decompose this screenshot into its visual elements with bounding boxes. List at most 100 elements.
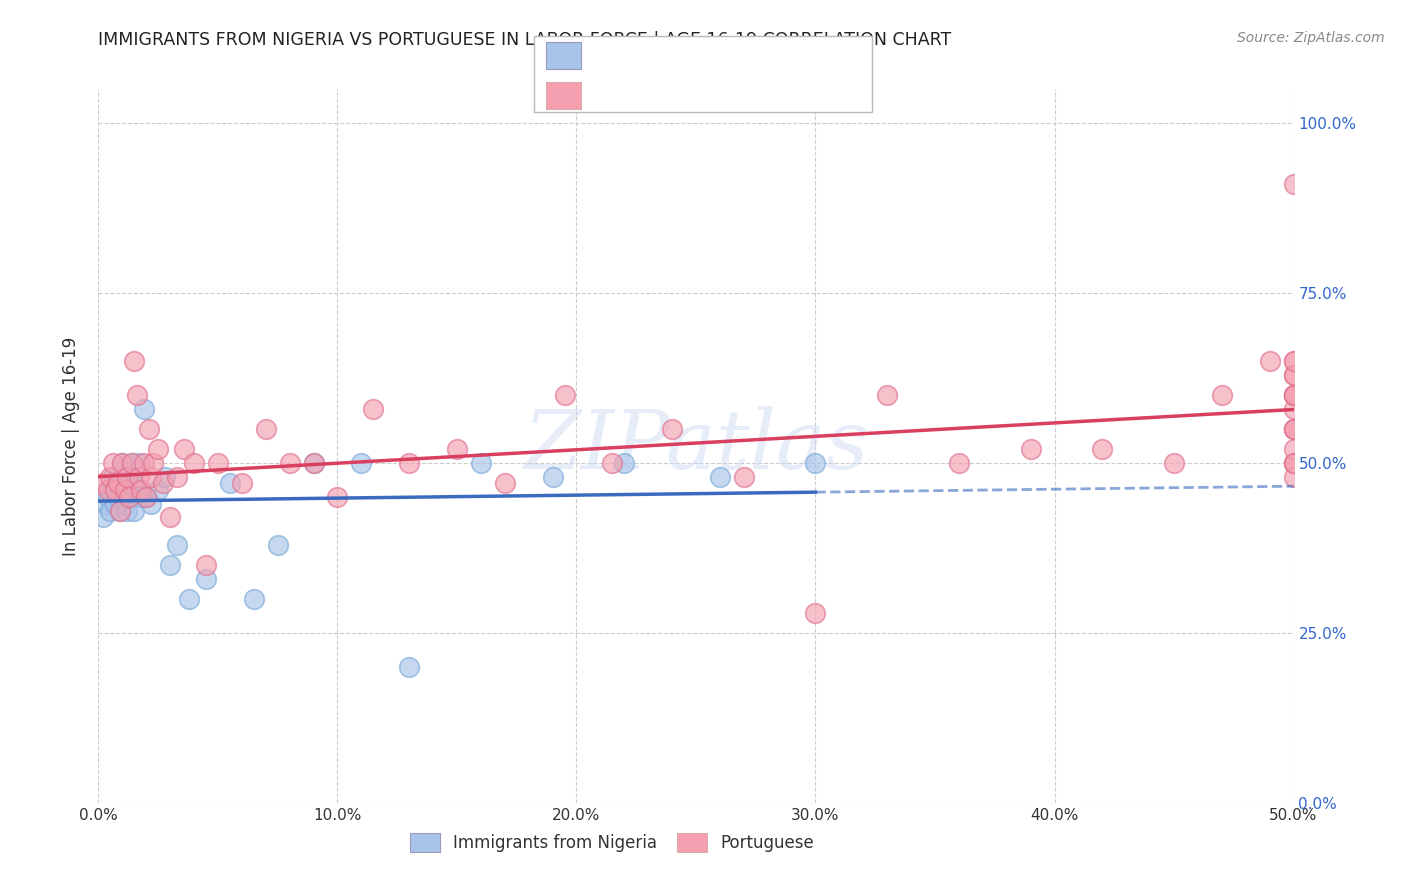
Point: [804, 456, 827, 470]
Point: [138, 422, 160, 436]
Text: IMMIGRANTS FROM NIGERIA VS PORTUGUESE IN LABOR FORCE | AGE 16-19 CORRELATION CHA: IMMIGRANTS FROM NIGERIA VS PORTUGUESE IN…: [98, 31, 952, 49]
Point: [302, 456, 325, 470]
Legend: Immigrants from Nigeria, Portuguese: Immigrants from Nigeria, Portuguese: [404, 826, 821, 859]
Text: R =: R =: [593, 47, 633, 66]
Point: [132, 456, 155, 470]
Point: [115, 503, 138, 517]
Point: [114, 483, 136, 498]
Point: [1282, 354, 1305, 368]
Point: [207, 456, 229, 470]
Point: [131, 483, 153, 498]
Point: [302, 456, 325, 470]
Point: [709, 469, 731, 483]
Point: [91, 510, 114, 524]
Text: 0.167: 0.167: [638, 47, 695, 66]
Point: [115, 476, 138, 491]
Point: [98, 483, 122, 498]
Point: [278, 456, 301, 470]
Point: [1282, 354, 1305, 368]
Point: [98, 469, 122, 483]
Point: [363, 401, 385, 416]
Point: [254, 422, 277, 436]
Text: N =: N =: [689, 87, 741, 105]
Point: [1163, 456, 1185, 470]
Point: [173, 442, 195, 457]
Point: [115, 469, 138, 483]
Point: [1282, 388, 1305, 402]
Point: [124, 354, 146, 368]
Point: [142, 456, 165, 470]
Point: [166, 537, 188, 551]
Point: [121, 456, 143, 470]
Point: [131, 490, 153, 504]
Point: [128, 469, 150, 483]
Point: [219, 476, 242, 491]
Point: [661, 422, 683, 436]
Point: [733, 469, 755, 483]
Point: [159, 510, 181, 524]
Point: [159, 558, 181, 572]
Point: [948, 456, 970, 470]
Point: [118, 490, 141, 504]
Point: [94, 497, 117, 511]
Point: [195, 572, 218, 586]
Point: [1019, 442, 1042, 457]
Point: [98, 503, 122, 517]
Point: [139, 469, 162, 483]
Text: Source: ZipAtlas.com: Source: ZipAtlas.com: [1237, 31, 1385, 45]
Point: [1282, 422, 1305, 436]
Point: [111, 456, 134, 470]
Point: [350, 456, 373, 470]
Text: ZIPatlas: ZIPatlas: [523, 406, 869, 486]
Text: 0.318: 0.318: [638, 87, 696, 105]
Point: [183, 456, 205, 470]
Point: [1282, 388, 1305, 402]
Point: [97, 490, 120, 504]
Point: [114, 497, 136, 511]
Point: [108, 503, 131, 517]
Point: [166, 469, 188, 483]
Point: [114, 483, 136, 498]
Point: [1282, 178, 1305, 192]
Point: [1282, 469, 1305, 483]
Point: [118, 490, 141, 504]
Point: [541, 469, 564, 483]
Point: [876, 388, 898, 402]
Point: [1282, 456, 1305, 470]
Point: [104, 483, 127, 498]
Point: [1211, 388, 1233, 402]
Point: [152, 476, 174, 491]
Point: [470, 456, 492, 470]
Point: [132, 401, 155, 416]
Point: [243, 591, 266, 606]
Point: [1282, 442, 1305, 457]
Point: [1258, 354, 1281, 368]
Point: [104, 483, 127, 498]
Point: [101, 476, 124, 491]
Point: [111, 469, 134, 483]
Point: [125, 388, 148, 402]
Point: [602, 456, 624, 470]
Point: [1282, 388, 1305, 402]
Point: [494, 476, 516, 491]
Point: [1282, 368, 1305, 382]
Point: [148, 442, 170, 457]
Point: [101, 456, 124, 470]
Point: [1282, 401, 1305, 416]
Point: [135, 490, 157, 504]
Point: [101, 469, 124, 483]
Point: [446, 442, 468, 457]
Point: [108, 483, 131, 498]
Y-axis label: In Labor Force | Age 16-19: In Labor Force | Age 16-19: [62, 336, 80, 556]
Text: 68: 68: [745, 87, 770, 105]
Point: [148, 483, 170, 498]
Point: [107, 490, 129, 504]
Point: [554, 388, 576, 402]
Point: [104, 497, 127, 511]
Point: [128, 456, 150, 470]
Point: [107, 476, 129, 491]
Point: [111, 456, 134, 470]
Point: [97, 483, 120, 498]
Point: [179, 591, 201, 606]
Point: [125, 483, 148, 498]
